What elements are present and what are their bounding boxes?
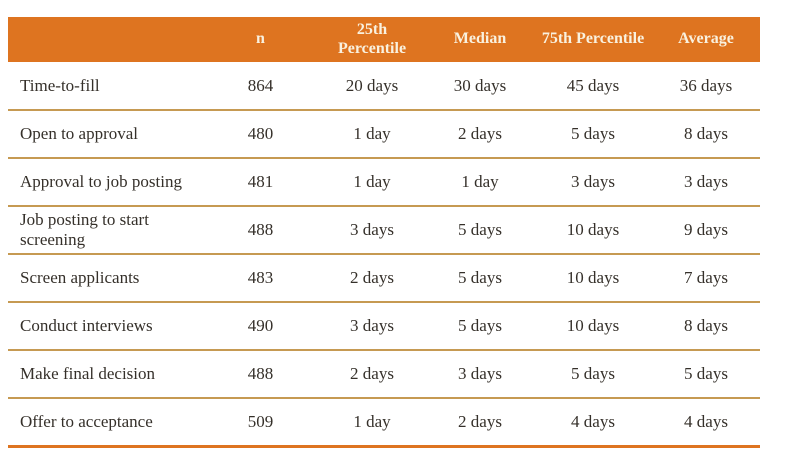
cell-value: 5 days (426, 254, 534, 303)
cell-value: 5 days (426, 206, 534, 255)
cell-value: 5 days (534, 110, 652, 159)
cell-value: 480 (203, 110, 318, 159)
time-to-fill-metrics-table: n 25th Percentile Median 75th Percentile… (8, 17, 760, 448)
table-row: Screen applicants 483 2 days 5 days 10 days 7… (8, 254, 760, 303)
table-row: Time-to-fill 864 20 days 30 days 45 days 36 d… (8, 62, 760, 111)
cell-value: 864 (203, 62, 318, 111)
cell-value: 1 day (318, 110, 426, 159)
row-label: Offer to acceptance (8, 398, 203, 448)
cell-value: 4 days (534, 398, 652, 448)
cell-value: 7 days (652, 254, 760, 303)
table-row: Conduct interviews 490 3 days 5 days 10 days… (8, 302, 760, 351)
cell-value: 2 days (426, 110, 534, 159)
cell-value: 1 day (318, 158, 426, 207)
row-label: Make final decision (8, 350, 203, 399)
cell-value: 3 days (534, 158, 652, 207)
cell-value: 9 days (652, 206, 760, 255)
row-label: Open to approval (8, 110, 203, 159)
table-row: Offer to acceptance 509 1 day 2 days 4 days 4… (8, 398, 760, 448)
cell-value: 490 (203, 302, 318, 351)
cell-value: 30 days (426, 62, 534, 111)
cell-value: 2 days (318, 350, 426, 399)
cell-value: 10 days (534, 206, 652, 255)
cell-value: 509 (203, 398, 318, 448)
header-cell-25th-percentile: 25th Percentile (318, 17, 426, 62)
cell-value: 1 day (318, 398, 426, 448)
cell-value: 3 days (652, 158, 760, 207)
header-cell-75th-percentile: 75th Percentile (534, 17, 652, 62)
table-row: Make final decision 488 2 days 3 days 5 days… (8, 350, 760, 399)
cell-value: 10 days (534, 254, 652, 303)
cell-value: 8 days (652, 110, 760, 159)
cell-value: 5 days (652, 350, 760, 399)
cell-value: 5 days (426, 302, 534, 351)
row-label: Conduct interviews (8, 302, 203, 351)
row-label: Job posting to start screening (8, 206, 203, 255)
cell-value: 3 days (318, 206, 426, 255)
header-cell-blank (8, 17, 203, 62)
header-cell-average: Average (652, 17, 760, 62)
cell-value: 4 days (652, 398, 760, 448)
row-label: Approval to job posting (8, 158, 203, 207)
row-label: Screen applicants (8, 254, 203, 303)
cell-value: 483 (203, 254, 318, 303)
cell-value: 3 days (426, 350, 534, 399)
header-cell-n: n (203, 17, 318, 62)
cell-value: 10 days (534, 302, 652, 351)
cell-value: 2 days (318, 254, 426, 303)
table-row: Job posting to start screening 488 3 days 5… (8, 206, 760, 255)
cell-value: 3 days (318, 302, 426, 351)
header-row: n 25th Percentile Median 75th Percentile… (8, 17, 760, 62)
cell-value: 488 (203, 350, 318, 399)
row-label: Time-to-fill (8, 62, 203, 111)
cell-value: 481 (203, 158, 318, 207)
cell-value: 45 days (534, 62, 652, 111)
cell-value: 1 day (426, 158, 534, 207)
cell-value: 488 (203, 206, 318, 255)
cell-value: 2 days (426, 398, 534, 448)
header-cell-median: Median (426, 17, 534, 62)
cell-value: 5 days (534, 350, 652, 399)
cell-value: 8 days (652, 302, 760, 351)
table-row: Open to approval 480 1 day 2 days 5 days 8 da… (8, 110, 760, 159)
table-row: Approval to job posting 481 1 day 1 day 3 da… (8, 158, 760, 207)
cell-value: 36 days (652, 62, 760, 111)
cell-value: 20 days (318, 62, 426, 111)
